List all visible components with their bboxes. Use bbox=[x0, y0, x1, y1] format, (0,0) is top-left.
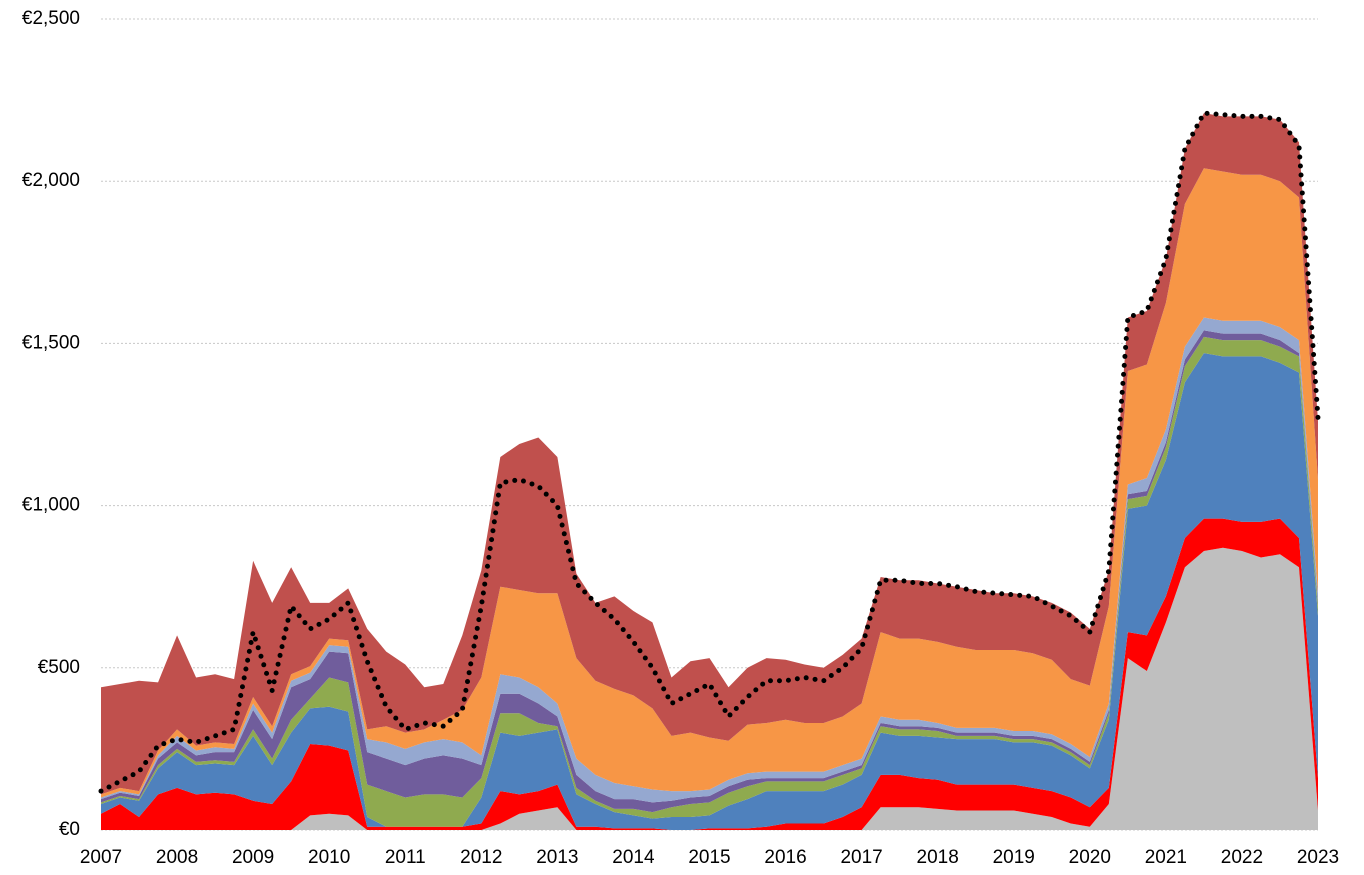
x-tick-label: 2018 bbox=[917, 847, 959, 868]
x-tick-label: 2014 bbox=[612, 847, 655, 868]
x-tick-label: 2011 bbox=[385, 847, 426, 868]
x-tick-label: 2020 bbox=[1069, 847, 1111, 868]
area bbox=[101, 113, 1318, 795]
x-tick-label: 2010 bbox=[308, 847, 350, 868]
dotted-line bbox=[98, 110, 1321, 794]
y-tick-label: €0 bbox=[59, 819, 80, 840]
y-tick-label: €2,500 bbox=[22, 8, 80, 29]
area bbox=[101, 168, 1318, 798]
y-tick-label: €500 bbox=[38, 657, 80, 678]
area bbox=[101, 353, 1318, 830]
area bbox=[101, 547, 1318, 830]
x-tick-label: 2009 bbox=[232, 847, 274, 868]
y-tick-label: €1,500 bbox=[22, 332, 80, 353]
area bbox=[101, 518, 1318, 830]
x-tick-label: 2013 bbox=[536, 847, 578, 868]
x-tick-label: 2017 bbox=[840, 847, 882, 868]
y-tick-label: €2,000 bbox=[22, 170, 80, 191]
x-tick-label: 2007 bbox=[80, 847, 122, 868]
x-tick-label: 2021 bbox=[1145, 847, 1187, 868]
x-tick-label: 2016 bbox=[764, 847, 806, 868]
x-tick-label: 2015 bbox=[688, 847, 730, 868]
x-tick-label: 2023 bbox=[1297, 847, 1339, 868]
y-tick-label: €1,000 bbox=[22, 495, 80, 516]
x-tick-label: 2012 bbox=[460, 847, 502, 868]
x-tick-label: 2008 bbox=[156, 847, 198, 868]
x-tick-label: 2022 bbox=[1221, 847, 1263, 868]
x-tick-label: 2019 bbox=[993, 847, 1035, 868]
